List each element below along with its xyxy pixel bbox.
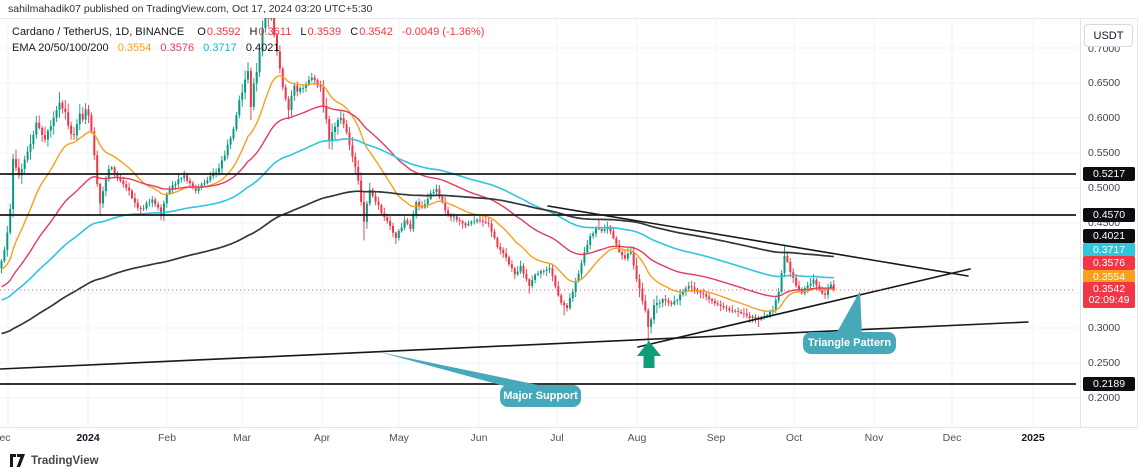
callout-pointer-1 (379, 352, 548, 387)
ema20-line (1, 75, 834, 312)
y-axis-label-0.6500: 0.6500 (1088, 77, 1121, 89)
low-label: L (300, 26, 307, 38)
ema100-line (1, 138, 834, 301)
ema200-line (1, 190, 834, 335)
price-tag-0.3554: 0.3554 (1083, 270, 1135, 284)
callout-pointer-0 (836, 291, 862, 334)
y-axis-label-0.5500: 0.5500 (1088, 147, 1121, 159)
price-tag-0.3717: 0.3717 (1083, 243, 1135, 257)
y-axis-label-0.6000: 0.6000 (1088, 112, 1121, 124)
x-axis-label-2024: 2024 (76, 432, 100, 444)
currency-usdt-button[interactable]: USDT (1084, 24, 1133, 47)
x-axis-label-Jul: Jul (550, 432, 564, 444)
x-axis-label-Sep: Sep (706, 432, 726, 444)
chart-legend: Cardano / TetherUS, 1D, BINANCE O0.3592 … (12, 24, 484, 56)
low-value: 0.3539 (307, 26, 342, 38)
y-axis-label-0.2000: 0.2000 (1088, 392, 1121, 404)
price-tag-0.3576: 0.3576 (1083, 256, 1135, 270)
x-axis-label-ec: ec (0, 432, 11, 444)
price-tag-0.4570: 0.4570 (1083, 208, 1135, 222)
x-axis-label-Mar: Mar (232, 432, 252, 444)
x-axis-label-Nov: Nov (864, 432, 884, 444)
current-price-tag: 0.3542 02:09:49 (1083, 282, 1135, 308)
x-axis-label-Aug: Aug (627, 432, 647, 444)
tradingview-watermark[interactable]: TradingView (10, 454, 99, 467)
change-value: -0.0049 (-1.36%) (401, 26, 485, 38)
candles (0, 0, 835, 347)
tradingview-logo-icon (10, 454, 25, 467)
ema20-value: 0.3554 (117, 42, 152, 54)
triangle-upper-trendline (547, 205, 969, 277)
ema-indicator-label: EMA 20/50/100/200 (12, 42, 109, 54)
up-arrow-icon (637, 341, 661, 356)
x-axis-label-May: May (389, 432, 409, 444)
high-label: H (249, 26, 258, 38)
triangle-lower-trendline (637, 268, 971, 348)
price-chart[interactable] (0, 0, 1079, 427)
x-axis-label-Feb: Feb (157, 432, 177, 444)
chart-frame-top-border (0, 18, 1138, 19)
price-tag-0.2189: 0.2189 (1083, 377, 1135, 391)
high-value: 0.3611 (258, 26, 292, 38)
ema50-line (1, 105, 834, 298)
tradingview-watermark-text: TradingView (31, 454, 99, 467)
price-axis[interactable]: 0.7000 0.6500 0.6000 0.5500 0.5000 0.4500 0.30… (1080, 18, 1140, 427)
close-value: 0.3542 (359, 26, 393, 38)
bar-countdown: 02:09:49 (1088, 294, 1130, 306)
y-axis-label-0.2500: 0.2500 (1088, 357, 1121, 369)
open-label: O (197, 26, 206, 38)
current-price-value: 0.3542 (1092, 283, 1126, 295)
open-value: 0.3592 (206, 26, 241, 38)
attribution-text: sahilmahadik07 published on TradingView.… (8, 3, 373, 15)
x-axis-label-Jun: Jun (470, 432, 488, 444)
symbol-row: Cardano / TetherUS, 1D, BINANCE O0.3592 … (12, 24, 484, 40)
ema200-value: 0.4021 (245, 42, 280, 54)
time-axis[interactable]: ec 2024 Feb Mar Apr May Jun Jul Aug Sep Oct Nov Dec 2… (0, 427, 1138, 449)
ema50-value: 0.3576 (160, 42, 195, 54)
symbol-title: Cardano / TetherUS, 1D, BINANCE (12, 26, 185, 38)
major-support-callout: Major Support (500, 385, 581, 407)
triangle-pattern-callout: Triangle Pattern (803, 332, 896, 354)
ema-row: EMA 20/50/100/200 0.3554 0.3576 0.3717 0… (12, 40, 484, 56)
close-label: C (350, 26, 359, 38)
chart-frame-right-border (1137, 18, 1138, 448)
price-tag-0.4021: 0.4021 (1083, 229, 1135, 243)
y-axis-label-0.5000: 0.5000 (1088, 182, 1121, 194)
up-arrow-shaft (643, 355, 655, 368)
y-axis-label-0.3000: 0.3000 (1088, 322, 1121, 334)
price-tag-0.5217: 0.5217 (1083, 167, 1135, 181)
x-axis-label-Dec: Dec (942, 432, 962, 444)
x-axis-label-Apr: Apr (313, 432, 331, 444)
ema100-value: 0.3717 (203, 42, 237, 54)
candlestick-plot[interactable] (0, 0, 1079, 427)
x-axis-label-2025: 2025 (1021, 432, 1045, 444)
x-axis-label-Oct: Oct (785, 432, 803, 444)
